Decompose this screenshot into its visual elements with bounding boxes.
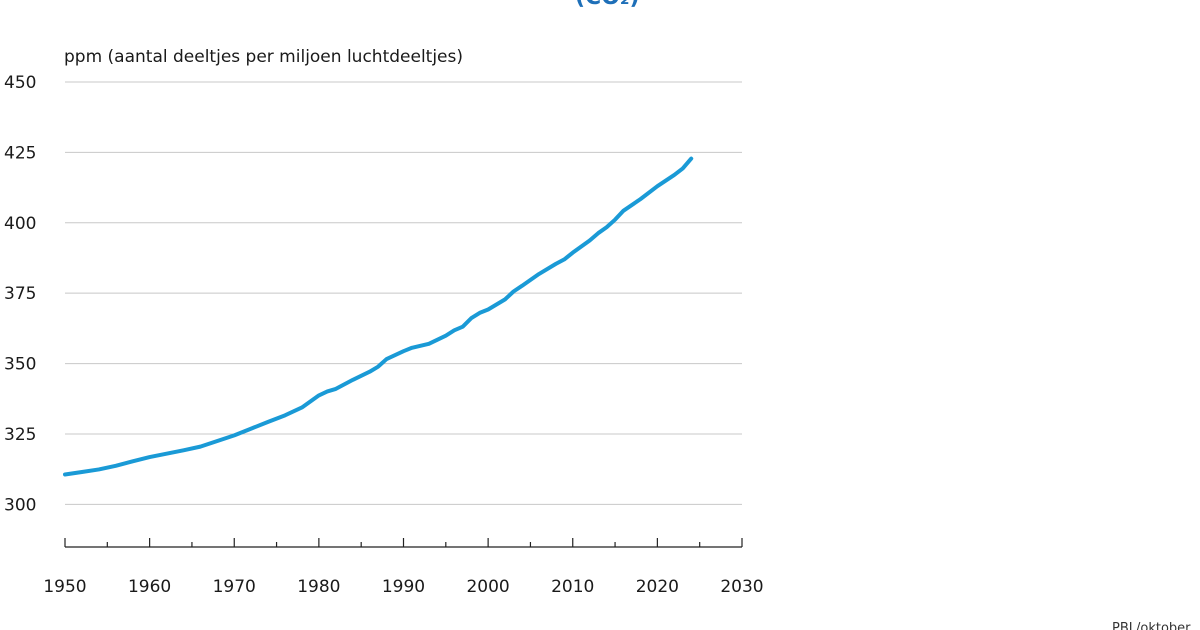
y-tick-label-300: 300: [4, 495, 36, 515]
x-tick-label-1980: 1980: [297, 577, 340, 597]
x-tick-label-2020: 2020: [636, 577, 679, 597]
x-tick-label-2010: 2010: [551, 577, 594, 597]
x-tick-label-1970: 1970: [213, 577, 256, 597]
gridlines: [65, 81, 742, 505]
x-tick-label-1950: 1950: [43, 577, 86, 597]
x-tick-label-2030: 2030: [720, 577, 763, 597]
y-tick-label-375: 375: [4, 284, 36, 304]
series-group: [63, 156, 694, 477]
x-tick-label-1990: 1990: [382, 577, 425, 597]
y-tick-label-425: 425: [4, 143, 36, 163]
y-tick-label-450: 450: [4, 73, 36, 93]
source-note: PBL/oktober: [1112, 621, 1191, 630]
y-axis-label: ppm (aantal deeltjes per miljoen luchtde…: [64, 47, 463, 67]
y-tick-label-325: 325: [4, 425, 36, 445]
x-axis: 1950 1960 1970 1980 1990 2000 2010 2020 2030: [43, 538, 764, 597]
x-tick-label-1960: 1960: [128, 577, 171, 597]
x-tick-label-2000: 2000: [466, 577, 509, 597]
series-line-0: [63, 156, 694, 477]
y-tick-label-400: 400: [4, 214, 36, 234]
chart-title: (CO₂): [575, 0, 640, 10]
y-tick-label-350: 350: [4, 355, 36, 375]
y-axis-ticks: 300 325 350 375 400 425 450: [4, 73, 36, 515]
